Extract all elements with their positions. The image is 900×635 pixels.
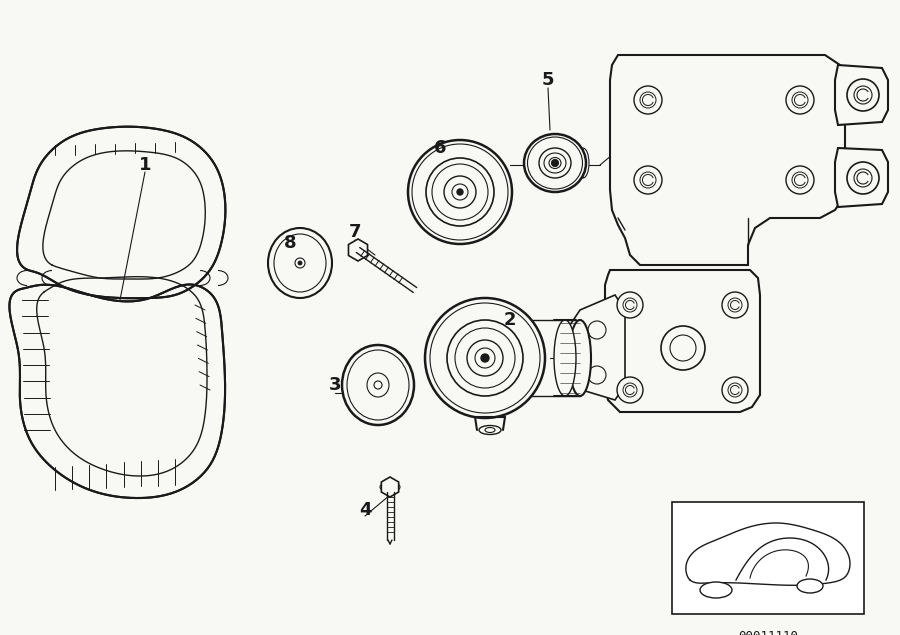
- Text: 00011110: 00011110: [738, 630, 798, 635]
- Circle shape: [722, 377, 748, 403]
- Polygon shape: [9, 284, 225, 498]
- Ellipse shape: [479, 425, 501, 434]
- Circle shape: [786, 86, 814, 114]
- Circle shape: [786, 166, 814, 194]
- Circle shape: [617, 292, 643, 318]
- Circle shape: [847, 162, 879, 194]
- Polygon shape: [382, 477, 399, 497]
- Text: 1: 1: [139, 156, 151, 174]
- Circle shape: [425, 298, 545, 418]
- Polygon shape: [610, 55, 845, 265]
- Polygon shape: [348, 239, 367, 261]
- Ellipse shape: [577, 148, 589, 178]
- Polygon shape: [17, 126, 225, 298]
- Text: 8: 8: [284, 234, 296, 252]
- Polygon shape: [605, 270, 760, 412]
- Circle shape: [617, 377, 643, 403]
- Polygon shape: [835, 148, 888, 207]
- Circle shape: [457, 189, 463, 195]
- Circle shape: [634, 166, 662, 194]
- Circle shape: [847, 79, 879, 111]
- Text: 7: 7: [349, 223, 361, 241]
- Text: 4: 4: [359, 501, 371, 519]
- Ellipse shape: [797, 579, 823, 593]
- Circle shape: [408, 140, 512, 244]
- Ellipse shape: [524, 134, 586, 192]
- Circle shape: [481, 354, 489, 362]
- Polygon shape: [835, 65, 888, 125]
- Circle shape: [298, 261, 302, 265]
- Ellipse shape: [700, 582, 732, 598]
- Circle shape: [661, 326, 705, 370]
- Ellipse shape: [349, 243, 366, 258]
- Circle shape: [722, 292, 748, 318]
- Ellipse shape: [342, 345, 414, 425]
- Ellipse shape: [268, 228, 332, 298]
- Text: 6: 6: [434, 139, 446, 157]
- Ellipse shape: [569, 320, 591, 396]
- Circle shape: [588, 366, 606, 384]
- Polygon shape: [570, 295, 625, 400]
- Ellipse shape: [487, 166, 503, 218]
- Circle shape: [552, 159, 559, 166]
- Text: 3: 3: [328, 376, 341, 394]
- Text: 2: 2: [504, 311, 517, 329]
- Circle shape: [634, 86, 662, 114]
- Text: 5: 5: [542, 71, 554, 89]
- Ellipse shape: [380, 482, 400, 492]
- Bar: [672, 502, 864, 614]
- Circle shape: [588, 321, 606, 339]
- Ellipse shape: [554, 320, 576, 396]
